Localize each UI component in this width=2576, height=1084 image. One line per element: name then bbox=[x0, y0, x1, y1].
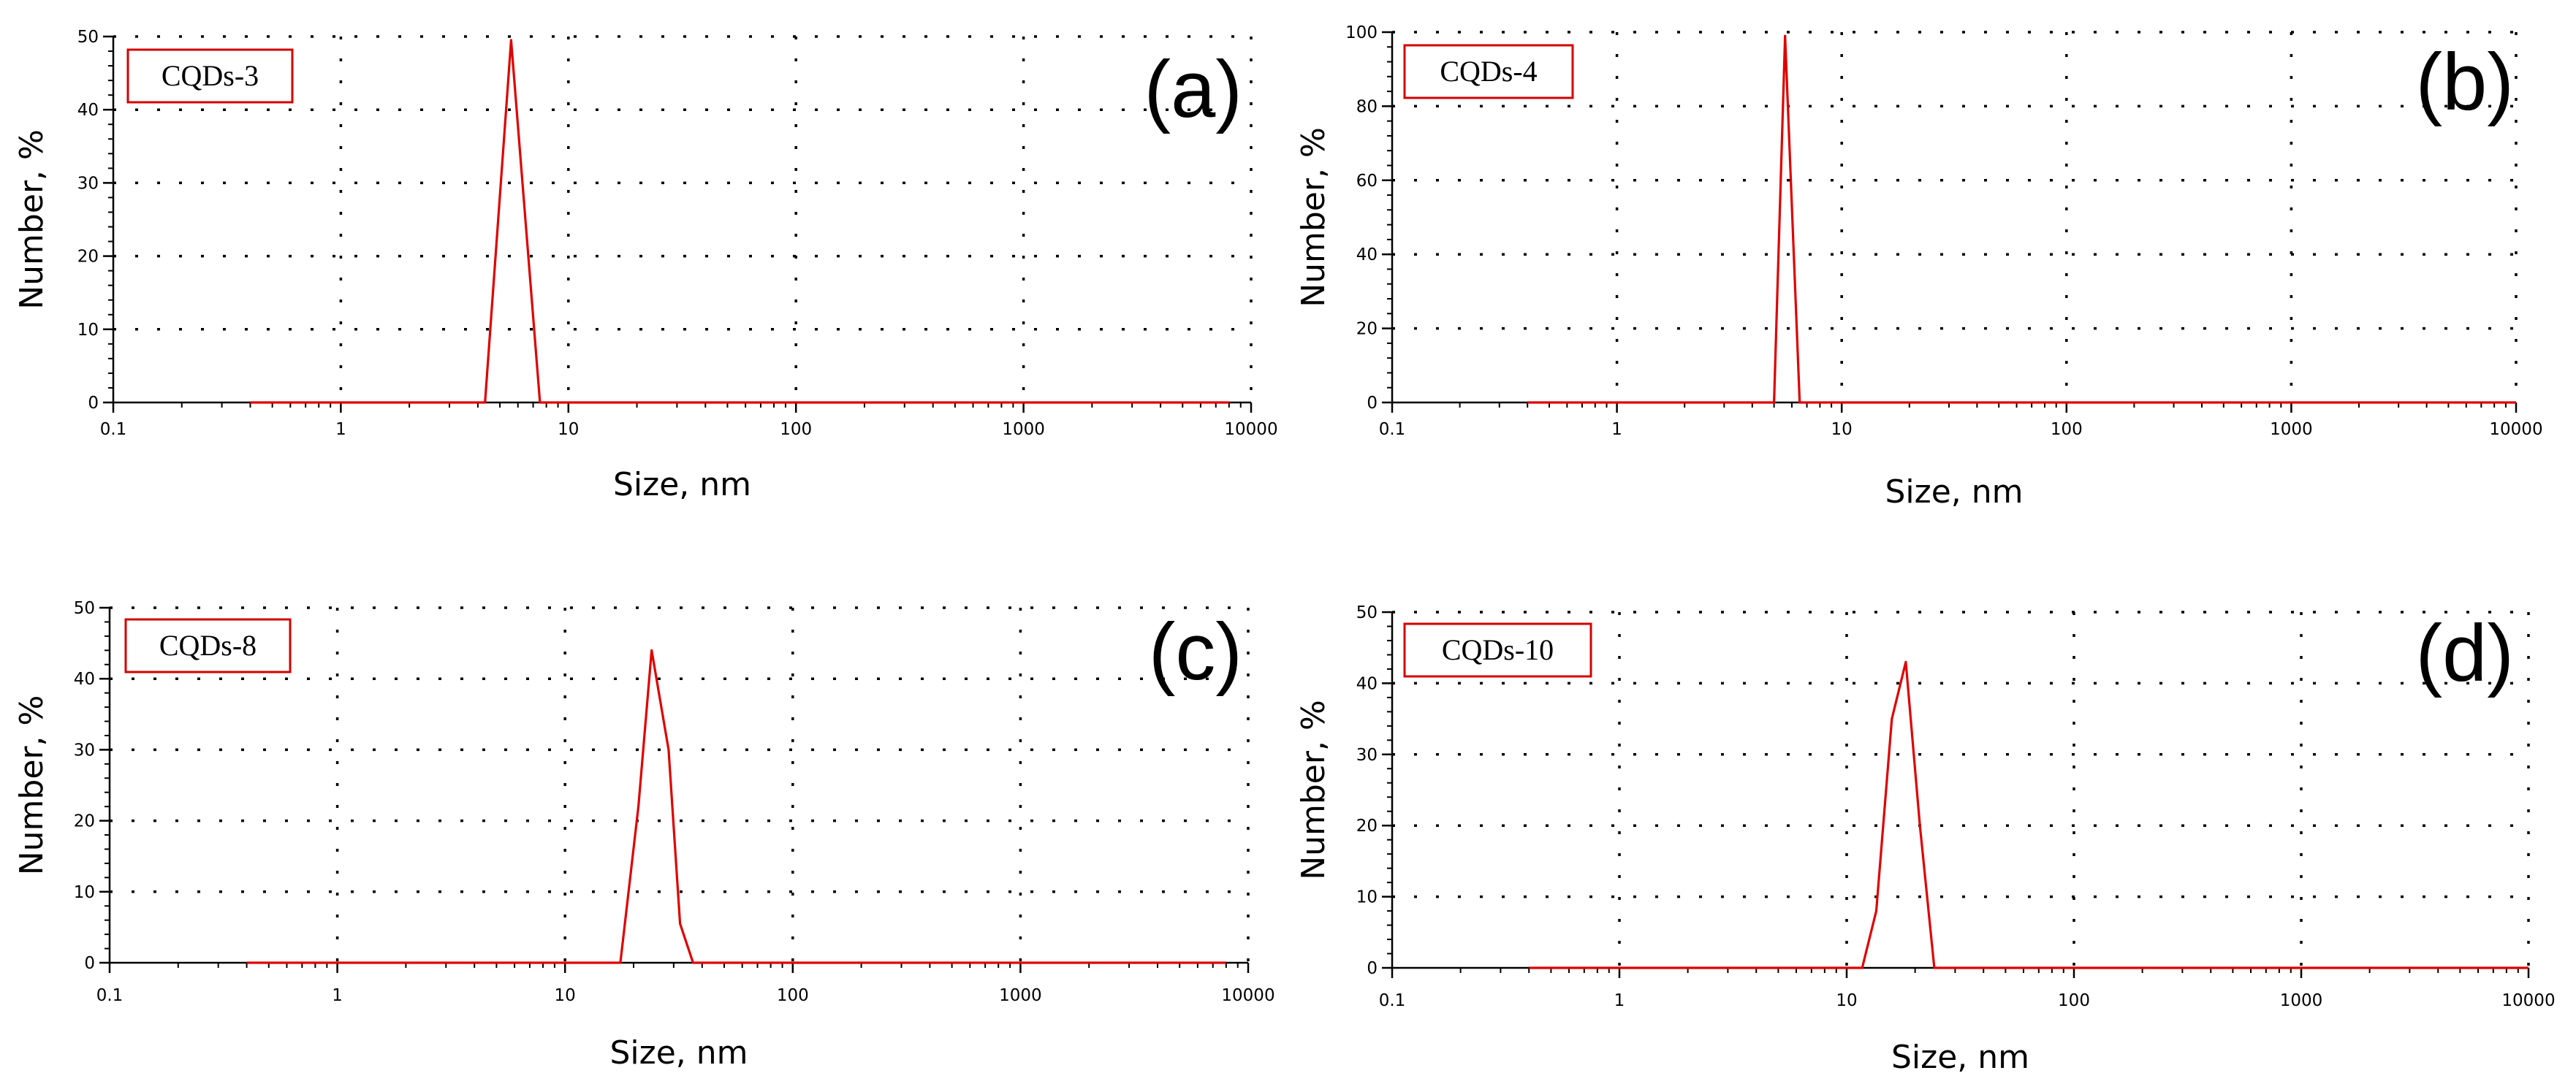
x-tick-label: 1000 bbox=[999, 986, 1042, 1005]
y-tick-label: 40 bbox=[1356, 245, 1378, 264]
x-tick-label: 0.1 bbox=[1379, 420, 1406, 439]
y-tick-label: 20 bbox=[74, 812, 95, 831]
x-tick-label: 0.1 bbox=[100, 420, 127, 439]
x-tick-label: 1000 bbox=[1002, 420, 1045, 439]
x-tick-label: 1000 bbox=[2270, 420, 2313, 439]
x-tick-label: 1000 bbox=[2280, 991, 2323, 1010]
x-tick-label: 1 bbox=[332, 986, 343, 1005]
y-tick-label: 40 bbox=[77, 101, 99, 120]
y-tick-label: 20 bbox=[1356, 817, 1378, 836]
y-tick-label: 20 bbox=[77, 248, 99, 267]
y-tick-label: 50 bbox=[77, 28, 99, 47]
y-tick-label: 10 bbox=[74, 883, 95, 902]
y-axis-title: Number, % bbox=[13, 695, 50, 876]
y-tick-label: 50 bbox=[1356, 603, 1378, 622]
x-tick-label: 1 bbox=[1614, 991, 1625, 1010]
legend-label: CQDs-10 bbox=[1442, 633, 1554, 666]
series-line-CQDs-3 bbox=[250, 39, 1229, 404]
x-tick-label: 0.1 bbox=[96, 986, 124, 1005]
y-tick-label: 30 bbox=[74, 741, 95, 760]
x-tick-label: 1 bbox=[335, 420, 346, 439]
x-axis-title: Size, nm bbox=[1891, 1039, 2029, 1076]
y-axis-title: Number, % bbox=[13, 129, 50, 310]
panel-label: (c) bbox=[1149, 607, 1242, 697]
y-tick-label: 30 bbox=[77, 174, 99, 193]
series-line-CQDs-8 bbox=[246, 649, 1226, 964]
y-tick-label: 40 bbox=[74, 670, 95, 689]
chart-panel-4: 0.1 1 10 100 1000 10000 0 10 20 30 40 50 CQDs-10 (d) S… bbox=[1295, 603, 2556, 1076]
chart-panel-1: 0.1 1 10 100 1000 10000 0 10 20 30 40 50 CQDs-3 (a) Si… bbox=[13, 28, 1278, 503]
x-tick-label: 10000 bbox=[1221, 986, 1274, 1005]
x-tick-label: 10 bbox=[1836, 991, 1857, 1010]
y-tick-label: 10 bbox=[77, 321, 99, 340]
x-tick-label: 1 bbox=[1611, 420, 1622, 439]
panel-label: (b) bbox=[2416, 37, 2514, 127]
x-axis-title: Size, nm bbox=[609, 1034, 748, 1072]
series-line-CQDs-4 bbox=[1527, 34, 2516, 404]
chart-panel-2: 0.1 1 10 100 1000 10000 0 20 40 60 80 100 CQDs-4 (b) S… bbox=[1295, 23, 2543, 511]
x-tick-label: 100 bbox=[2058, 991, 2090, 1010]
y-tick-label: 20 bbox=[1356, 320, 1378, 339]
y-tick-label: 0 bbox=[1367, 959, 1378, 978]
y-tick-label: 80 bbox=[1356, 97, 1378, 116]
x-tick-label: 10000 bbox=[2501, 991, 2555, 1010]
legend-box bbox=[1403, 44, 1574, 99]
legend-box bbox=[1403, 622, 1592, 678]
x-tick-label: 10 bbox=[558, 420, 579, 439]
y-tick-label: 40 bbox=[1356, 674, 1378, 693]
x-axis-title: Size, nm bbox=[613, 466, 751, 503]
x-tick-label: 10 bbox=[555, 986, 576, 1005]
x-tick-label: 10000 bbox=[1224, 420, 1277, 439]
y-axis-title: Number, % bbox=[1295, 127, 1332, 308]
x-axis-title: Size, nm bbox=[1885, 473, 2023, 511]
panel-label: (d) bbox=[2416, 608, 2514, 698]
series-line-CQDs-10 bbox=[1529, 660, 2528, 969]
legend-label: CQDs-4 bbox=[1440, 55, 1537, 88]
legend-label: CQDs-8 bbox=[159, 629, 257, 662]
x-tick-label: 0.1 bbox=[1379, 991, 1406, 1010]
panel-label: (a) bbox=[1144, 45, 1242, 134]
legend-box bbox=[124, 618, 292, 673]
x-tick-label: 10000 bbox=[2489, 420, 2542, 439]
y-tick-label: 10 bbox=[1356, 888, 1378, 907]
y-tick-label: 0 bbox=[84, 954, 95, 973]
legend-box bbox=[126, 48, 294, 104]
chart-panel-3: 0.1 1 10 100 1000 10000 0 10 20 30 40 50 CQDs-8 (c) Si… bbox=[13, 599, 1275, 1072]
y-axis-title: Number, % bbox=[1295, 700, 1332, 880]
x-tick-label: 100 bbox=[777, 986, 809, 1005]
y-tick-label: 30 bbox=[1356, 746, 1378, 765]
x-tick-label: 100 bbox=[780, 420, 812, 439]
x-tick-label: 10 bbox=[1831, 420, 1853, 439]
y-tick-label: 0 bbox=[1367, 394, 1378, 413]
y-tick-label: 0 bbox=[88, 394, 99, 413]
y-tick-label: 100 bbox=[1345, 23, 1378, 42]
y-tick-label: 50 bbox=[74, 599, 95, 618]
legend-label: CQDs-3 bbox=[162, 59, 259, 92]
y-tick-label: 60 bbox=[1356, 172, 1378, 191]
x-tick-label: 100 bbox=[2051, 420, 2083, 439]
